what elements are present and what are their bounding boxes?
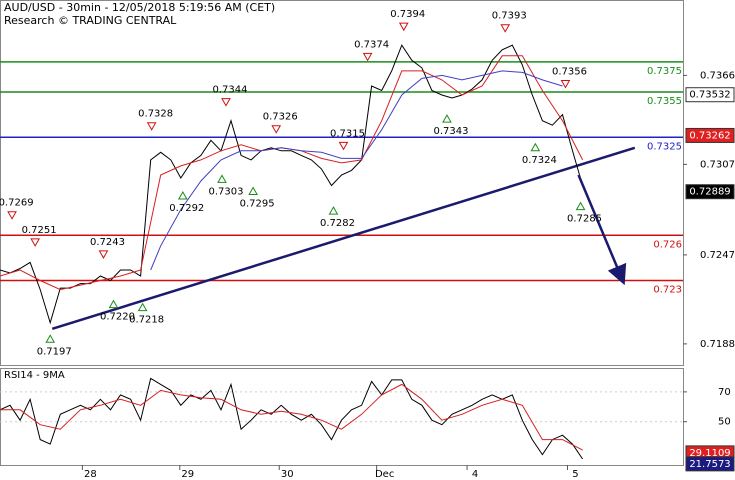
price-tag [685,456,735,472]
pivot-label: 0.7295 [240,199,275,210]
price-tag-label: 29.1109 [689,448,730,459]
pivot-marker [442,114,452,123]
level-label: 0.726 [653,239,682,250]
pivot-marker [98,250,109,259]
price-tag [685,184,735,200]
level-label: 0.7325 [647,141,682,152]
x-tick-label: 5 [572,469,578,480]
series-line [0,383,583,451]
trendline [51,146,636,330]
pivot-marker [560,79,571,89]
pivot-marker [530,142,541,152]
chart-subtitle: Research © TRADING CENTRAL [4,14,177,27]
price-panel [0,0,684,366]
pivot-label: 0.7285 [567,214,602,225]
pivot-label: 0.7303 [208,186,243,197]
pivot-marker [271,125,282,134]
price-tag [685,127,735,143]
series-line [0,44,584,325]
pivot-label: 0.7218 [129,315,164,326]
pivot-label: 0.7343 [433,126,468,137]
chart-title: AUD/USD - 30min - 12/05/2018 5:19:56 AM … [4,1,275,14]
pivot-marker [108,299,119,309]
pivot-label: 0.7251 [22,225,57,236]
x-tick-label: 28 [84,469,97,480]
pivot-label: 0.7326 [263,112,298,123]
pivot-marker [146,122,157,131]
pivot-marker [221,98,231,107]
pivot-marker [248,186,258,195]
level-label: 0.7355 [647,96,682,107]
pivot-marker [575,201,586,211]
pivot-label: 0.7394 [390,9,425,20]
pivot-marker [137,302,148,312]
pivot-label: 0.7324 [522,155,557,166]
pivot-label: 0.7374 [354,39,389,50]
y-tick-label: 70 [718,387,731,398]
price-tag-label: 0.72889 [689,187,730,198]
x-tick-label: 29 [181,469,194,480]
pivot-label: 0.7269 [0,198,34,209]
pivot-label: 0.7315 [330,128,365,139]
pivot-marker [500,24,511,33]
pivot-marker [328,206,339,215]
pivot-label: 0.7220 [100,312,135,323]
pivot-label: 0.7243 [90,237,125,248]
pivot-marker [338,141,349,151]
pivot-marker [398,22,409,32]
y-tick-label: 0.7188 [700,339,735,350]
x-tick-label: 4 [472,469,478,480]
pivot-label: 0.7393 [492,11,527,22]
price-tag-label: 0.73262 [689,130,730,141]
pivot-marker [362,52,373,62]
y-tick-label: 0.7366 [700,70,735,81]
pivot-marker [177,191,188,200]
x-tick-label: 30 [281,469,294,480]
pivot-marker [45,334,56,343]
y-tick-label: 50 [718,417,731,428]
x-tick-label: Dec [375,469,394,480]
price-tag [685,87,735,103]
y-tick-label: 0.7307 [700,159,735,170]
pivot-marker [7,211,17,220]
pivot-marker [30,238,41,247]
series-line [150,70,563,271]
pivot-label: 0.7328 [138,109,173,120]
pivot-marker [217,174,227,183]
pivot-label: 0.7292 [169,203,204,214]
forecast-arrow [577,174,627,286]
level-label: 0.723 [653,285,682,296]
pivot-label: 0.7356 [552,66,587,77]
y-tick-label: 0.7247 [700,250,735,261]
rsi-panel [0,368,684,466]
price-tag-label: 0.73532 [689,90,730,101]
series-line [0,377,584,460]
price-tag-label: 21.7573 [689,459,730,470]
rsi-title: RSI14 - 9MA [4,370,65,381]
pivot-label: 0.7282 [320,218,355,229]
level-label: 0.7375 [647,66,682,77]
pivot-label: 0.7197 [37,346,72,357]
pivot-label: 0.7344 [212,85,247,96]
